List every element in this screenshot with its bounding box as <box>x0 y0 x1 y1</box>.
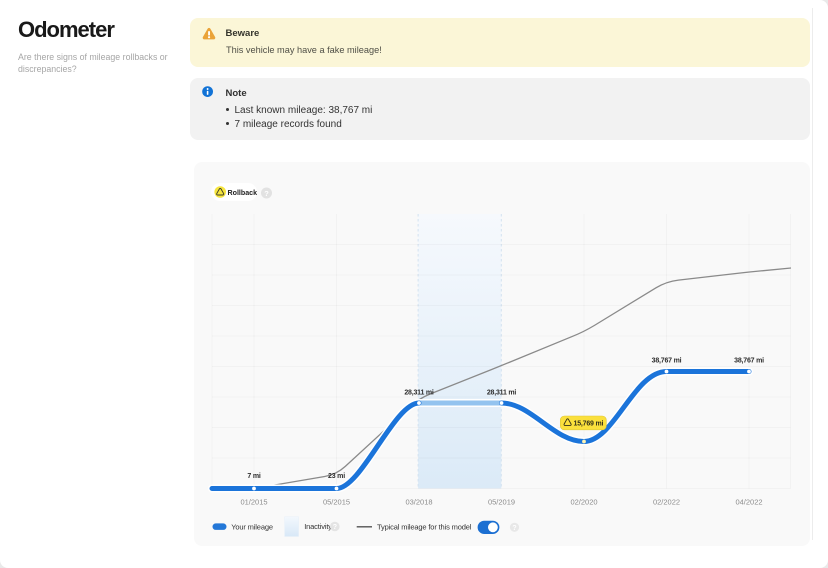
svg-text:15,769 mi: 15,769 mi <box>574 421 604 428</box>
svg-text:04/2022: 04/2022 <box>735 498 762 507</box>
svg-text:02/2020: 02/2020 <box>570 498 597 507</box>
svg-text:Rollback: Rollback <box>228 189 258 197</box>
svg-text:7 mi: 7 mi <box>247 473 260 480</box>
svg-text:05/2015: 05/2015 <box>323 498 350 507</box>
svg-text:?: ? <box>512 525 516 532</box>
svg-text:Typical mileage for this model: Typical mileage for this model <box>377 523 472 532</box>
svg-text:28,311 mi: 28,311 mi <box>487 390 517 397</box>
svg-text:01/2015: 01/2015 <box>240 498 267 507</box>
svg-text:38,767 mi: 38,767 mi <box>652 358 682 365</box>
svg-text:03/2018: 03/2018 <box>405 498 432 507</box>
svg-text:05/2019: 05/2019 <box>488 498 515 507</box>
svg-text:?: ? <box>264 189 269 198</box>
svg-text:02/2022: 02/2022 <box>653 498 680 507</box>
svg-text:28,311 mi: 28,311 mi <box>404 390 434 397</box>
svg-text:Your mileage: Your mileage <box>231 523 273 532</box>
svg-text:?: ? <box>333 524 337 531</box>
svg-text:38,767 mi: 38,767 mi <box>734 358 764 365</box>
svg-text:23 mi: 23 mi <box>328 473 345 480</box>
svg-text:Inactivity: Inactivity <box>304 522 332 531</box>
